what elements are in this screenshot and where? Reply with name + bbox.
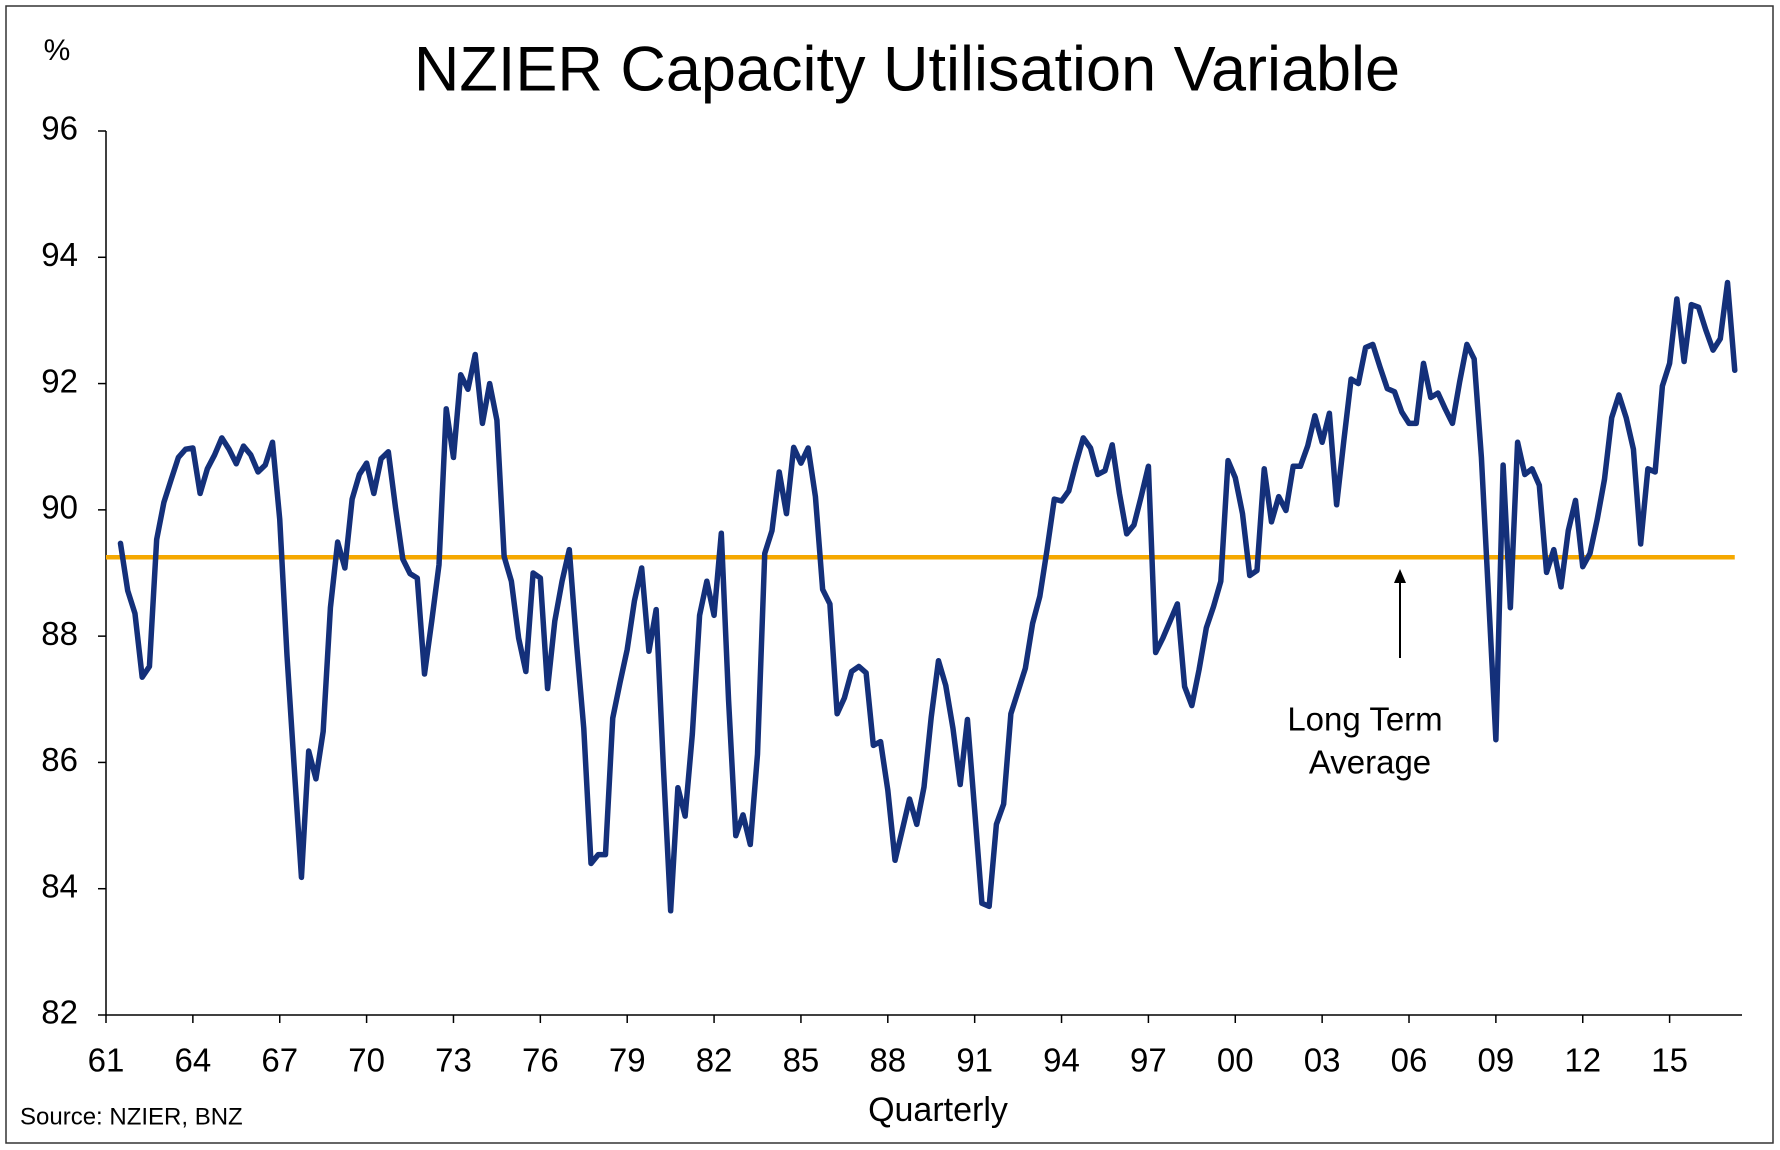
x-tick-label: 12 xyxy=(1564,1042,1601,1079)
x-tick-label: 06 xyxy=(1391,1042,1428,1079)
x-tick-label: 91 xyxy=(956,1042,993,1079)
y-tick-label: 96 xyxy=(41,110,78,147)
x-tick-label: 73 xyxy=(435,1042,472,1079)
chart-title: NZIER Capacity Utilisation Variable xyxy=(414,35,1400,105)
y-tick-label: 94 xyxy=(41,236,78,273)
x-tick-label: 82 xyxy=(696,1042,733,1079)
x-tick-label: 61 xyxy=(88,1042,125,1079)
x-tick-label: 09 xyxy=(1478,1042,1515,1079)
x-tick-label: 85 xyxy=(783,1042,820,1079)
y-tick-label: 86 xyxy=(41,741,78,778)
x-tick-label: 00 xyxy=(1217,1042,1254,1079)
y-tick-label: 88 xyxy=(41,615,78,652)
x-tick-label: 79 xyxy=(609,1042,646,1079)
x-tick-label: 76 xyxy=(522,1042,559,1079)
y-tick-label: 82 xyxy=(41,994,78,1031)
x-tick-label: 03 xyxy=(1304,1042,1341,1079)
y-tick-label: 84 xyxy=(41,867,78,904)
x-axis-label: Quarterly xyxy=(868,1091,1008,1129)
annotation-arrowhead xyxy=(1394,569,1406,583)
x-tick-label: 67 xyxy=(261,1042,298,1079)
x-tick-label: 97 xyxy=(1130,1042,1167,1079)
y-unit: % xyxy=(44,34,71,67)
data-line xyxy=(117,279,1738,914)
x-tick-label: 94 xyxy=(1043,1042,1080,1079)
x-tick-label: 70 xyxy=(348,1042,385,1079)
chart-frame xyxy=(5,5,1774,1144)
x-tick-label: 88 xyxy=(869,1042,906,1079)
y-tick-label: 90 xyxy=(41,489,78,526)
x-tick-label: 64 xyxy=(175,1042,212,1079)
y-tick-label: 92 xyxy=(41,362,78,399)
annotation-text: Long Term xyxy=(1287,701,1442,738)
x-tick-label: 15 xyxy=(1651,1042,1688,1079)
source-note: Source: NZIER, BNZ xyxy=(20,1103,243,1130)
annotation-text: Average xyxy=(1309,744,1431,781)
